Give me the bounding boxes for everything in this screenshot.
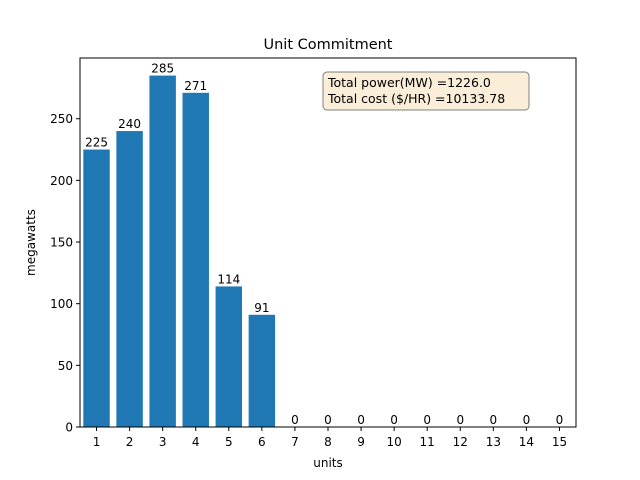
bar-unit-4 [182, 92, 209, 427]
x-axis: 1 2 3 4 5 6 7 8 9 10 11 12 13 14 15 [93, 427, 567, 449]
bar-value-label: 0 [423, 413, 431, 427]
bar-value-label: 0 [390, 413, 398, 427]
x-tick-label: 15 [552, 435, 567, 449]
y-tick-label: 250 [50, 112, 73, 126]
y-tick-label: 50 [58, 359, 73, 373]
x-tick-label: 10 [386, 435, 401, 449]
y-axis: 0 50 100 150 200 250 [50, 112, 80, 435]
y-axis-title: megawatts [24, 209, 38, 276]
y-tick-label: 100 [50, 297, 73, 311]
bar-value-label: 271 [184, 79, 207, 93]
x-tick-label: 7 [291, 435, 299, 449]
y-tick-label: 0 [65, 421, 73, 435]
bar-value-label: 0 [357, 413, 365, 427]
x-tick-label: 3 [159, 435, 167, 449]
bar-labels-group: 225 240 285 271 114 91 0 0 0 0 0 0 0 0 0 [85, 62, 563, 427]
x-tick-label: 1 [93, 435, 101, 449]
bars-group [83, 75, 276, 427]
x-tick-label: 5 [225, 435, 233, 449]
chart-title: Unit Commitment [263, 37, 392, 53]
x-axis-title: units [313, 456, 343, 470]
x-tick-label: 13 [486, 435, 501, 449]
bar-unit-5 [215, 286, 243, 427]
y-tick-label: 150 [50, 236, 73, 250]
bar-value-label: 114 [217, 272, 240, 286]
x-tick-label: 12 [453, 435, 468, 449]
bar-value-label: 0 [291, 413, 299, 427]
y-tick-label: 200 [50, 174, 73, 188]
bar-value-label: 0 [523, 413, 531, 427]
bar-value-label: 225 [85, 136, 108, 150]
x-tick-label: 4 [192, 435, 200, 449]
bar-value-label: 0 [456, 413, 464, 427]
x-tick-label: 14 [519, 435, 534, 449]
bar-unit-1 [83, 149, 110, 427]
info-box-background [322, 71, 530, 111]
bar-value-label: 285 [151, 62, 174, 76]
x-tick-label: 9 [357, 435, 365, 449]
bar-unit-2 [116, 131, 143, 427]
x-tick-label: 8 [324, 435, 332, 449]
bar-value-label: 0 [490, 413, 498, 427]
x-tick-label: 2 [126, 435, 134, 449]
x-tick-label: 11 [420, 435, 435, 449]
info-line-total-cost: Total cost ($/HR) =10133.78 [327, 91, 505, 106]
info-line-total-power: Total power(MW) =1226.0 [327, 75, 491, 90]
bar-value-label: 240 [118, 117, 141, 131]
bar-unit-3 [149, 75, 176, 427]
bar-value-label: 0 [556, 413, 564, 427]
plot-frame [79, 57, 577, 428]
bar-unit-6 [248, 314, 276, 427]
bar-value-label: 91 [254, 301, 269, 315]
info-box: Total power(MW) =1226.0 Total cost ($/HR… [322, 71, 530, 111]
bar-value-label: 0 [324, 413, 332, 427]
x-tick-label: 6 [258, 435, 266, 449]
